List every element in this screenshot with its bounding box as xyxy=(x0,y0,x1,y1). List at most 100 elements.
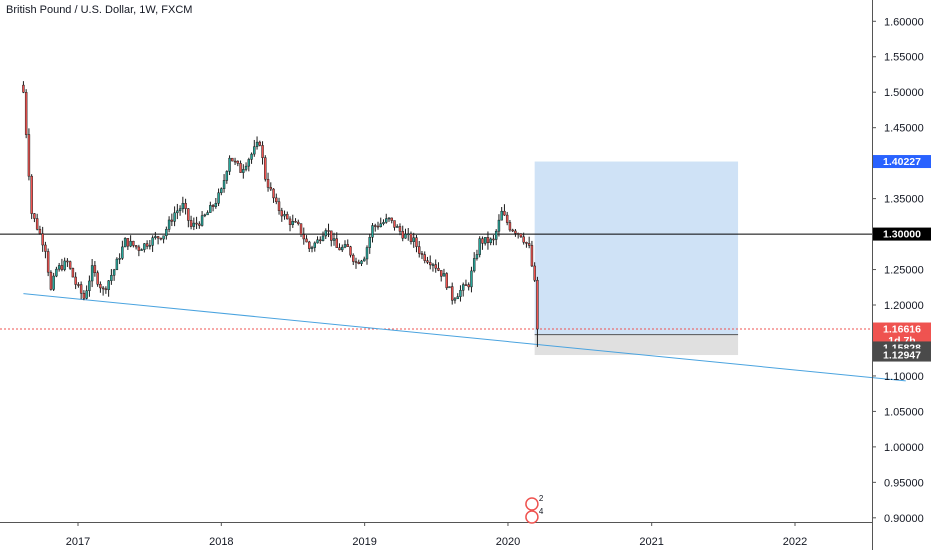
candle-body xyxy=(481,238,484,244)
candle-body xyxy=(156,236,160,239)
candle-body xyxy=(33,213,36,219)
price-tag-label: 1.30000 xyxy=(883,229,921,241)
candle-body xyxy=(112,269,116,276)
candle-body xyxy=(71,267,75,278)
candle-body xyxy=(486,237,490,244)
candle-body xyxy=(519,233,523,238)
candle-body xyxy=(426,260,429,263)
candle-body xyxy=(382,222,385,225)
candle-body xyxy=(313,242,316,248)
y-tick-label: 1.25000 xyxy=(884,265,924,277)
y-tick-label: 1.60000 xyxy=(884,16,924,28)
candle-body xyxy=(478,238,481,255)
candles xyxy=(22,81,539,347)
candle-body xyxy=(368,237,371,248)
candle-body xyxy=(253,146,256,155)
event-badge-count: 2 xyxy=(539,494,544,503)
candle-body xyxy=(511,229,514,232)
y-tick-label: 1.35000 xyxy=(884,194,924,206)
y-tick-label: 1.10000 xyxy=(884,371,924,383)
candle-body xyxy=(525,242,528,244)
candle-body xyxy=(203,214,207,217)
candle-body xyxy=(536,279,539,330)
position-stop-zone xyxy=(534,334,739,356)
y-tick-label: 1.00000 xyxy=(884,442,924,454)
candle-body xyxy=(343,244,347,248)
candle-body xyxy=(500,210,503,221)
candle-body xyxy=(505,214,509,223)
candle-body xyxy=(27,134,31,177)
candle-body xyxy=(198,223,201,226)
candle-body xyxy=(129,240,132,247)
candle-body xyxy=(121,246,124,259)
candle-body xyxy=(77,284,80,286)
y-tick-label: 1.05000 xyxy=(884,406,924,418)
candle-body xyxy=(428,262,432,266)
x-tick-label: 2020 xyxy=(496,536,520,548)
candle-body xyxy=(46,251,50,273)
candle-body xyxy=(280,210,284,217)
candle-body xyxy=(338,247,341,251)
candle-body xyxy=(363,258,366,262)
candle-body xyxy=(107,280,110,290)
candle-body xyxy=(396,226,399,228)
candle-body xyxy=(291,221,295,225)
candle-body xyxy=(503,210,506,216)
candle-body xyxy=(527,243,531,246)
candle-body xyxy=(110,274,113,281)
y-tick-label: 1.50000 xyxy=(884,87,924,99)
candle-body xyxy=(242,169,245,173)
x-tick-label: 2021 xyxy=(639,536,663,548)
candle-body xyxy=(250,153,253,160)
candle-body xyxy=(407,233,410,235)
candle-body xyxy=(99,283,102,289)
candle-body xyxy=(379,223,382,227)
candle-body xyxy=(308,241,311,249)
candle-body xyxy=(88,280,91,291)
candle-body xyxy=(417,246,421,254)
y-tick-label: 1.45000 xyxy=(884,123,924,135)
candle-body xyxy=(412,237,415,242)
candle-body xyxy=(38,228,42,234)
candle-body xyxy=(464,284,468,286)
event-badge-count: 4 xyxy=(539,507,544,516)
candle-body xyxy=(173,212,176,222)
candle-body xyxy=(143,243,146,250)
candle-body xyxy=(247,159,251,167)
candle-body xyxy=(137,246,141,251)
candle-body xyxy=(450,286,454,301)
candle-body xyxy=(118,258,121,260)
candle-body xyxy=(165,229,168,236)
price-tag xyxy=(873,227,931,241)
candle-body xyxy=(220,188,223,194)
candle-body xyxy=(415,237,418,247)
candle-body xyxy=(467,284,470,288)
candle-body xyxy=(423,254,426,261)
candle-body xyxy=(365,247,369,260)
candle-body xyxy=(255,141,259,147)
candle-body xyxy=(508,222,512,231)
candle-body xyxy=(494,230,498,240)
candle-body xyxy=(214,203,218,207)
candle-body xyxy=(497,219,501,232)
candle-body xyxy=(324,230,327,237)
candle-body xyxy=(96,272,99,285)
candle-body xyxy=(189,220,193,227)
candle-body xyxy=(514,230,517,234)
position-target-zone xyxy=(534,161,739,335)
candle-body xyxy=(90,265,94,282)
candle-body xyxy=(244,165,248,170)
candle-body xyxy=(167,219,171,230)
candle-body xyxy=(57,265,61,270)
candle-body xyxy=(489,238,492,244)
candle-body xyxy=(52,275,55,290)
candle-body xyxy=(55,268,58,277)
candle-body xyxy=(148,245,152,247)
candle-body xyxy=(316,239,319,244)
candle-body xyxy=(530,245,534,267)
candle-body xyxy=(332,238,336,241)
candle-body xyxy=(206,212,209,216)
price-tag-label: 1.16616 xyxy=(883,324,921,336)
candle-body xyxy=(346,244,349,247)
